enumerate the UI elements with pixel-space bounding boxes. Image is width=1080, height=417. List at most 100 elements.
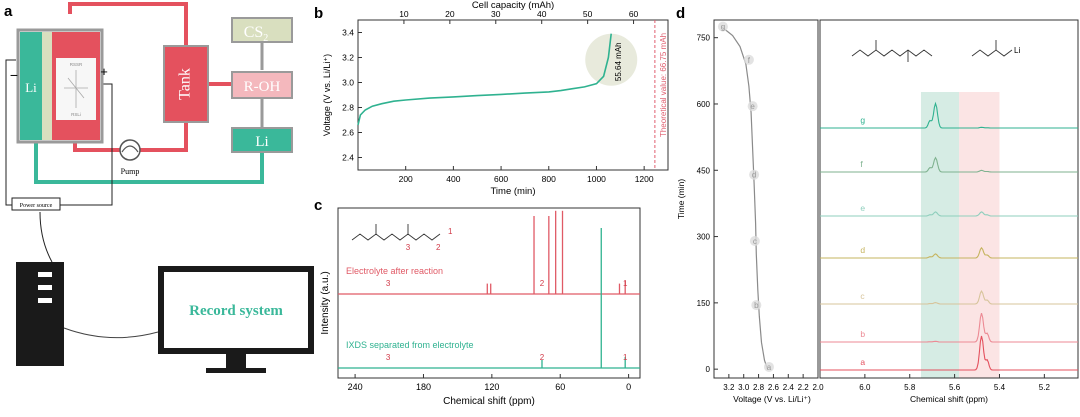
cell-separator [42,32,52,140]
plot-frame-b [357,19,669,171]
theoretical-label-b: Theoretical value: 66.75 mAh [659,33,668,137]
annotation-capacity-b: 55.64 mAh [614,42,623,81]
molecule-label-c: 1 [448,227,453,236]
tower-bay-2 [38,285,52,290]
time-point-label-d-left: e [750,102,755,111]
x-tick-label-b: 1200 [635,174,654,184]
nmr-trace-d-right [820,246,1078,259]
roh-box [231,71,293,99]
time-point-label-d-left: f [748,56,751,65]
time-point-d-left [763,361,774,372]
panel-b-chart: b 200 400 600 800 1000 1200 10 20 30 40 50 60 2.4 2.6… [314,0,669,197]
time-point-label-d-left: g [721,23,725,32]
pump-icon [119,139,141,161]
x-tick-label-c: 0 [626,382,631,392]
chart-d-right: 6.0 5.8 5.6 5.4 5.2 Chemical shift (ppm) a b c d e… [819,19,1079,404]
x-tick-label-b: 200 [399,174,413,184]
y-tick-label-b: 3.0 [342,78,354,88]
power-source-label: Power source [20,203,53,209]
x2-axis-label-b: Cell capacity (mAh) [472,0,554,11]
series-line-d-left [721,26,769,370]
x-tick-label-d-left: 2.6 [768,383,780,392]
series-line-b [357,33,612,126]
x-tick-label-d-right: 5.2 [1039,383,1051,392]
panel-a-schematic: a RSSR RSLi Li − + Pump Tank CS2 [4,2,314,373]
x-axis-label-b: Time (min) [490,186,535,197]
x-tick-label-d-left: 3.0 [738,383,750,392]
trace-label-d-right: f [860,159,863,169]
y-tick-label-b: 2.8 [342,103,354,113]
trace-label-d-right: c [860,291,865,301]
peak-mark-c: 2 [540,279,545,288]
y-axis-label-c: Intensity (a.u.) [320,271,331,334]
x-axis-label-d-left: Voltage (V vs. Li/Li⁺) [733,394,811,404]
x-tick-label-d-left: 2.0 [812,383,824,392]
chart-c: 240 180 120 60 0 Chemical shift (ppm) Intensit… [320,207,641,407]
power-source-box [11,197,61,211]
panel-label-b: b [314,5,323,22]
nmr-trace-d-right [820,156,1078,173]
trace-label-d-right: e [860,203,865,213]
y-tick-label-b: 3.2 [342,53,354,63]
wire-power-pc [39,211,53,263]
time-point-d-left [749,235,760,246]
nmr-trace-d-right [820,335,1078,371]
x-tick-label-b: 600 [494,174,508,184]
x-tick-label-b: 1000 [587,174,606,184]
x-tick-label-c: 120 [484,382,499,392]
time-point-d-left [717,21,728,32]
annotation-highlight-b [585,33,638,86]
x2-tick-label-b: 30 [491,9,501,19]
y-tick-label-b: 2.4 [342,153,354,163]
time-point-d-left [743,54,754,65]
x2-tick-label-b: 10 [399,9,409,19]
cell-top-label: RSSR [70,62,83,67]
x-tick-label-d-right: 5.6 [949,383,961,392]
cell-molecule-sketch [64,70,88,108]
x-tick-label-d-right: 6.0 [859,383,871,392]
peak-mark-c: 1 [623,279,628,288]
nmr-trace-d-right [820,289,1078,305]
x-tick-label-d-left: 3.2 [723,383,735,392]
nmr-trace-d-right [820,101,1078,129]
wire-plus [60,83,113,206]
time-point-label-d-left: c [753,237,757,246]
peak-mark-c: 1 [623,353,628,362]
highlight-pink-d [959,92,1000,378]
wire-pc-monitor [63,327,159,339]
li-box-label: Li [255,134,268,150]
tank [163,45,209,123]
chart-d-left: 3.2 3.0 2.8 2.6 2.4 2.2 2.0 0 150 300 450 600 750 Vol… [676,19,824,404]
cell-li-anode [20,32,42,140]
time-point-label-d-left: a [767,363,772,372]
y-tick-label-d-left: 0 [706,365,711,374]
y-tick-label-d-left: 300 [697,233,711,242]
molecule-backbone-c [351,233,441,241]
minus-sign: − [10,67,18,83]
panel-label-d: d [676,5,685,22]
x-tick-label-d-right: 5.8 [904,383,916,392]
monitor-base [206,368,266,373]
x-tick-label-d-right: 5.4 [994,383,1006,392]
plot-frame-d-right [819,19,1079,379]
series-label-c: IXDS separated from electrolyte [346,340,474,350]
y-tick-label-d-left: 150 [697,299,711,308]
plot-frame-c [337,207,641,379]
y-tick-label-b: 2.6 [342,128,354,138]
time-point-d-left [747,101,758,112]
y-tick-label-d-left: 600 [697,100,711,109]
panel-c-chart: c 240 180 120 60 0 Chemical shift (ppm) Intens… [314,197,641,407]
y-tick-label-b: 3.4 [342,28,354,38]
pump-label: Pump [121,167,140,176]
series-label-c: Electrolyte after reaction [346,266,443,276]
y-tick-label-d-left: 750 [697,34,711,43]
roh-label: R-OH [244,79,281,95]
x-tick-label-d-left: 2.4 [783,383,795,392]
time-point-label-d-left: b [754,301,759,310]
trace-label-d-right: a [860,357,865,367]
x-axis-label-d-right: Chemical shift (ppm) [910,394,988,404]
tank-label: Tank [177,68,194,100]
time-point-d-left [751,300,762,311]
